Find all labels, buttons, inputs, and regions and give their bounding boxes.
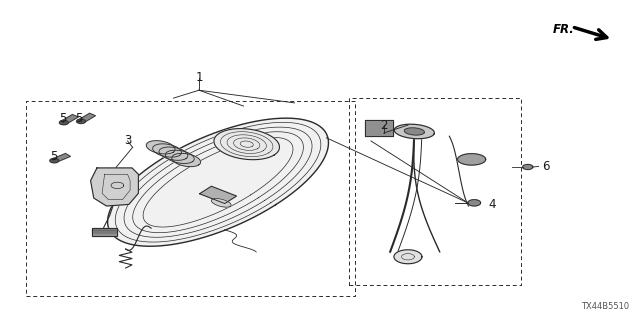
Polygon shape <box>147 141 175 154</box>
Polygon shape <box>61 115 78 124</box>
Polygon shape <box>153 144 182 157</box>
Polygon shape <box>91 168 138 206</box>
Polygon shape <box>165 150 194 164</box>
Text: 2: 2 <box>380 119 387 132</box>
Text: 5: 5 <box>50 150 58 163</box>
Polygon shape <box>92 228 117 236</box>
Polygon shape <box>172 153 200 167</box>
Text: 3: 3 <box>124 134 131 148</box>
Text: FR.: FR. <box>552 23 574 36</box>
Polygon shape <box>108 118 328 246</box>
Polygon shape <box>468 200 481 206</box>
Polygon shape <box>404 128 424 135</box>
Polygon shape <box>200 186 237 204</box>
Text: 6: 6 <box>543 160 550 173</box>
Polygon shape <box>394 124 435 139</box>
Polygon shape <box>394 250 422 264</box>
Polygon shape <box>77 119 86 124</box>
Text: 4: 4 <box>488 198 496 211</box>
Polygon shape <box>365 120 394 136</box>
Text: 5: 5 <box>60 112 67 125</box>
Polygon shape <box>52 154 70 162</box>
Text: TX44B5510: TX44B5510 <box>581 302 629 311</box>
Polygon shape <box>211 198 231 207</box>
Text: 1: 1 <box>195 71 203 84</box>
Polygon shape <box>214 129 280 160</box>
Polygon shape <box>60 120 68 125</box>
Text: 5: 5 <box>76 112 83 125</box>
Polygon shape <box>159 147 188 160</box>
Polygon shape <box>78 113 95 123</box>
Polygon shape <box>458 154 486 165</box>
Polygon shape <box>50 158 59 163</box>
Polygon shape <box>523 164 533 170</box>
